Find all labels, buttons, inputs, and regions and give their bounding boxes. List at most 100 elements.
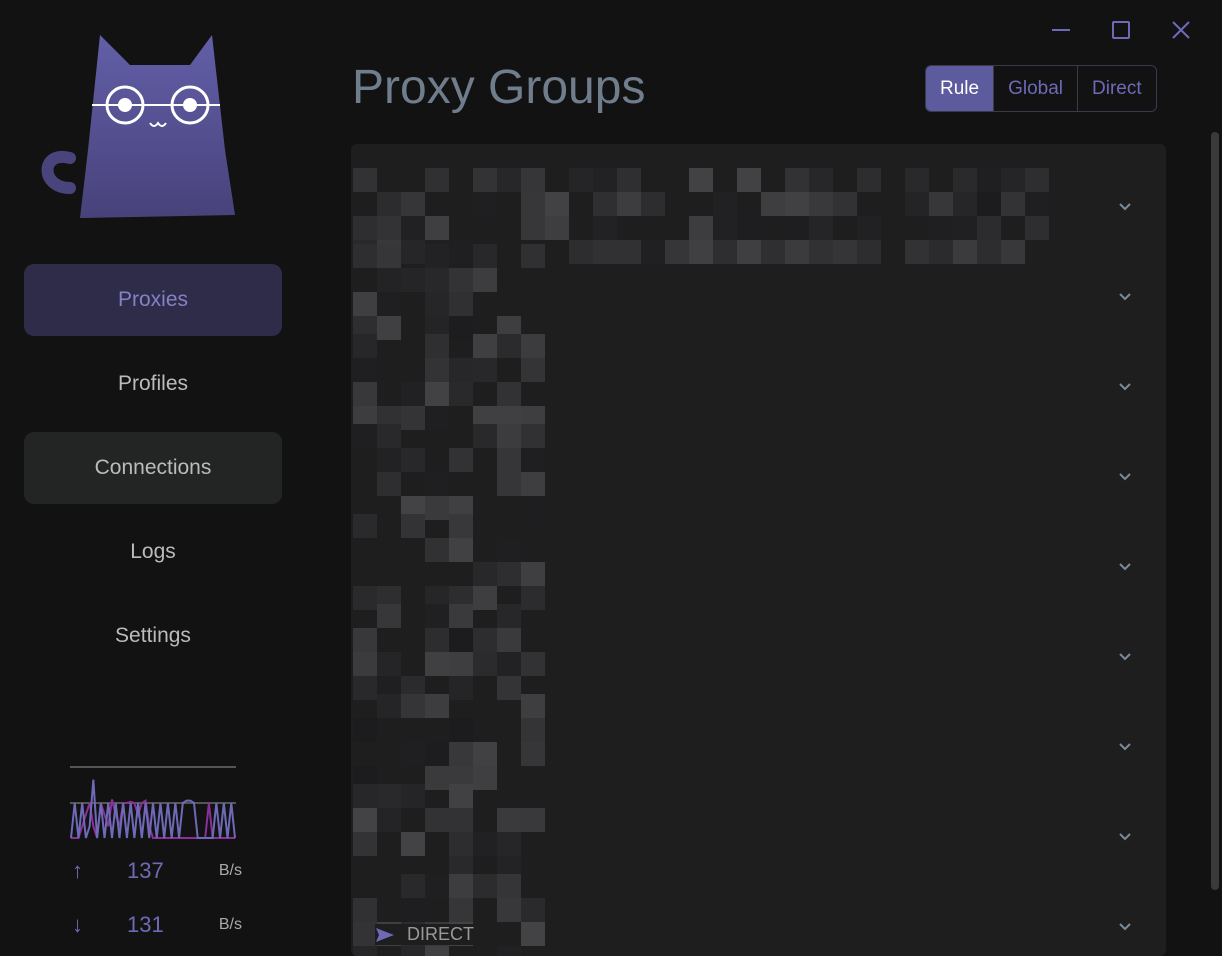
obscured-group-text bbox=[449, 718, 473, 742]
proxy-group-item[interactable] bbox=[351, 154, 1166, 264]
sidebar-item-settings[interactable]: Settings bbox=[24, 600, 282, 672]
obscured-group-text bbox=[809, 240, 833, 264]
obscured-group-text bbox=[425, 874, 449, 898]
mode-rule-button[interactable]: Rule bbox=[926, 66, 994, 111]
upload-unit: B/s bbox=[218, 862, 242, 879]
maximize-icon[interactable] bbox=[1109, 18, 1133, 42]
obscured-group-text bbox=[401, 832, 425, 856]
obscured-group-text bbox=[497, 874, 521, 898]
obscured-group-text bbox=[353, 676, 377, 700]
obscured-group-text bbox=[497, 832, 521, 856]
obscured-group-text bbox=[857, 240, 881, 264]
minimize-icon[interactable] bbox=[1049, 18, 1073, 42]
obscured-group-text bbox=[905, 240, 929, 264]
sidebar-item-proxies[interactable]: Proxies bbox=[24, 264, 282, 336]
obscured-group-text bbox=[473, 244, 497, 268]
obscured-group-text bbox=[833, 192, 857, 216]
proxy-group-item[interactable] bbox=[351, 694, 1166, 790]
obscured-group-text bbox=[401, 514, 425, 538]
obscured-group-text bbox=[473, 424, 497, 448]
sidebar-item-logs[interactable]: Logs bbox=[24, 516, 282, 588]
obscured-group-text bbox=[761, 192, 785, 216]
obscured-group-text bbox=[425, 406, 449, 430]
chevron-down-icon[interactable] bbox=[1118, 740, 1132, 754]
proxy-group-item[interactable] bbox=[351, 244, 1166, 340]
obscured-group-text bbox=[641, 192, 665, 216]
sidebar-item-label: Connections bbox=[94, 456, 212, 479]
obscured-group-text bbox=[785, 192, 809, 216]
close-icon[interactable] bbox=[1169, 18, 1193, 42]
chevron-down-icon[interactable] bbox=[1118, 470, 1132, 484]
obscured-group-text bbox=[449, 316, 473, 340]
obscured-group-text bbox=[401, 946, 425, 956]
obscured-group-text bbox=[497, 604, 521, 628]
obscured-group-text bbox=[449, 874, 473, 898]
obscured-group-text bbox=[425, 742, 449, 766]
obscured-group-text bbox=[353, 292, 377, 316]
proxy-group-item[interactable] bbox=[351, 514, 1166, 610]
obscured-group-text bbox=[449, 382, 473, 406]
chevron-down-icon[interactable] bbox=[1118, 290, 1132, 304]
chevron-down-icon[interactable] bbox=[1118, 830, 1132, 844]
obscured-group-text bbox=[449, 676, 473, 700]
sidebar-item-connections[interactable]: Connections bbox=[24, 432, 282, 504]
obscured-group-text bbox=[473, 652, 497, 676]
obscured-group-text bbox=[377, 652, 401, 676]
obscured-group-text bbox=[401, 784, 425, 808]
arrow-down-icon: ↓ bbox=[72, 912, 83, 937]
page-title: Proxy Groups bbox=[352, 61, 646, 114]
obscured-group-text bbox=[425, 472, 449, 496]
obscured-group-text bbox=[401, 694, 425, 718]
mode-direct-button[interactable]: Direct bbox=[1077, 66, 1156, 111]
obscured-group-text bbox=[497, 382, 521, 406]
obscured-group-text bbox=[521, 244, 545, 268]
obscured-group-text bbox=[425, 628, 449, 652]
obscured-group-text bbox=[449, 448, 473, 472]
obscured-group-text bbox=[449, 240, 473, 264]
sidebar-item-profiles[interactable]: Profiles bbox=[24, 348, 282, 420]
obscured-group-text bbox=[425, 216, 449, 240]
obscured-group-text bbox=[353, 832, 377, 856]
scrollbar[interactable] bbox=[1211, 132, 1219, 890]
obscured-group-text bbox=[617, 240, 641, 264]
proxy-group-item[interactable] bbox=[351, 604, 1166, 700]
obscured-group-text bbox=[377, 268, 401, 292]
obscured-group-text bbox=[737, 216, 761, 240]
obscured-group-text bbox=[377, 784, 401, 808]
obscured-group-text bbox=[521, 562, 545, 586]
obscured-group-text bbox=[737, 168, 761, 192]
upload-speed: ↑ 137 B/s bbox=[72, 858, 242, 884]
current-proxy-name: DIRECT bbox=[407, 924, 474, 944]
traffic-graph bbox=[70, 766, 236, 839]
obscured-group-text bbox=[497, 448, 521, 472]
obscured-group-text bbox=[521, 358, 545, 382]
obscured-group-text bbox=[473, 766, 497, 790]
obscured-group-text bbox=[353, 628, 377, 652]
chevron-down-icon[interactable] bbox=[1118, 920, 1132, 934]
obscured-group-text bbox=[521, 652, 545, 676]
obscured-group-text bbox=[929, 192, 953, 216]
obscured-group-text bbox=[377, 808, 401, 832]
obscured-group-text bbox=[785, 240, 809, 264]
obscured-group-text bbox=[401, 874, 425, 898]
obscured-group-text bbox=[617, 168, 641, 192]
obscured-group-text bbox=[401, 240, 425, 264]
obscured-group-text bbox=[1025, 168, 1049, 192]
proxy-group-item[interactable] bbox=[351, 424, 1166, 520]
chevron-down-icon[interactable] bbox=[1118, 200, 1132, 214]
chevron-down-icon[interactable] bbox=[1118, 650, 1132, 664]
chevron-down-icon[interactable] bbox=[1118, 560, 1132, 574]
obscured-group-text bbox=[353, 216, 377, 240]
send-icon bbox=[376, 927, 394, 942]
obscured-group-text bbox=[593, 216, 617, 240]
chevron-down-icon[interactable] bbox=[1118, 380, 1132, 394]
obscured-group-text bbox=[449, 268, 473, 292]
obscured-group-text bbox=[425, 244, 449, 268]
mode-global-button[interactable]: Global bbox=[993, 66, 1077, 111]
proxy-group-item[interactable] bbox=[351, 334, 1166, 430]
proxy-group-item[interactable] bbox=[351, 784, 1166, 880]
obscured-group-text bbox=[377, 292, 401, 316]
obscured-group-text bbox=[425, 358, 449, 382]
obscured-group-text bbox=[425, 496, 449, 520]
obscured-group-text bbox=[953, 168, 977, 192]
